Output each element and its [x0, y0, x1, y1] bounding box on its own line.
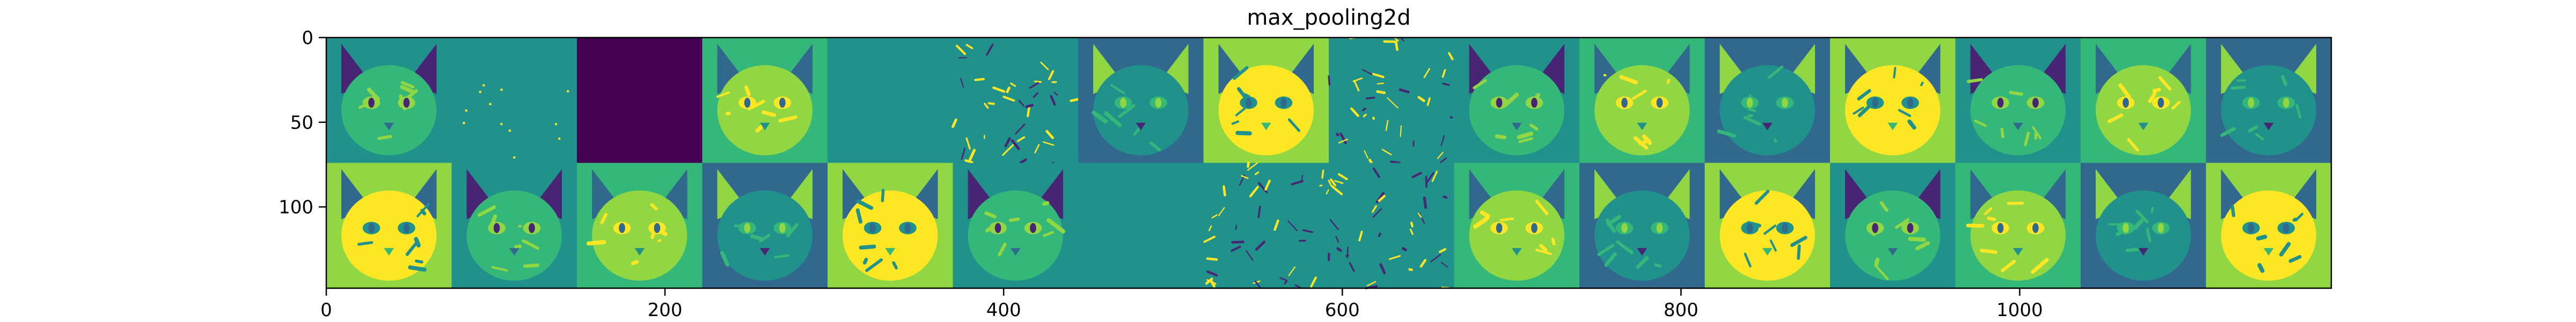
feature-map-tile	[828, 163, 953, 288]
y-tick-label: 0	[302, 27, 313, 49]
y-tick-label: 50	[290, 112, 313, 134]
x-tick-label: 1000	[1996, 299, 2043, 321]
x-tick-label: 0	[320, 299, 332, 321]
feature-map-tile	[953, 163, 1078, 288]
feature-map-tile	[326, 38, 452, 163]
feature-map-tile	[451, 38, 577, 163]
feature-map-tile	[1955, 163, 2081, 288]
feature-map-tile	[1328, 36, 1454, 164]
feature-map-tile	[1955, 38, 2081, 163]
feature-map-tile	[577, 163, 702, 288]
feature-map-tile	[1203, 162, 1330, 289]
feature-map-tile	[1704, 38, 1830, 163]
feature-map-tile	[702, 38, 828, 163]
feature-map-tile	[702, 163, 828, 288]
plot-title: max_pooling2d	[1247, 5, 1411, 30]
feature-map-tile	[2206, 38, 2331, 163]
feature-map-tile	[1579, 38, 1705, 163]
feature-map-tile	[1078, 163, 1204, 288]
feature-map-tile	[1078, 38, 1204, 163]
feature-map-tile	[2081, 38, 2206, 163]
feature-map-tile	[577, 38, 702, 163]
feature-map-tile	[2206, 163, 2331, 288]
feature-map-tile	[1830, 38, 1956, 163]
feature-map-tile	[1830, 163, 1956, 288]
x-tick-label: 600	[1325, 299, 1360, 321]
feature-map-tile	[1203, 38, 1329, 163]
feature-map-tile	[1327, 163, 1454, 289]
feature-map-tile	[1704, 163, 1830, 288]
axes-frame	[325, 36, 2332, 289]
y-tick-label: 100	[279, 197, 313, 218]
x-tick-label: 400	[986, 299, 1021, 321]
feature-map-tile	[1579, 163, 1705, 288]
axis-ticks: 0 200 400 600 800 1000 0 50 100	[279, 27, 2043, 321]
feature-map-tile	[1454, 163, 1579, 288]
feature-map-tile	[2081, 163, 2206, 288]
x-tick-label: 800	[1664, 299, 1699, 321]
feature-map-tile	[952, 38, 1079, 164]
feature-map-tile	[828, 38, 953, 163]
feature-map-tiles	[326, 36, 2331, 289]
feature-map-tile	[1454, 38, 1579, 163]
x-tick-label: 200	[648, 299, 683, 321]
feature-map-tile	[326, 163, 452, 288]
feature-map-tile	[451, 163, 577, 288]
